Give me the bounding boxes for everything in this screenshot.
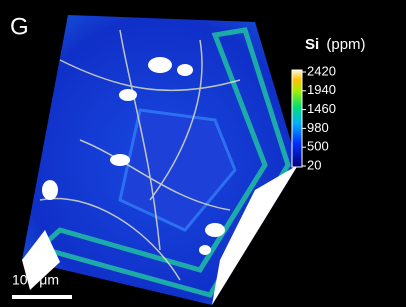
colorbar-title: Si (ppm) [305, 36, 366, 53]
scale-bar-label: 100 μm [12, 272, 59, 288]
tick-label: 500 [307, 139, 329, 154]
tick-label: 1940 [307, 82, 336, 97]
panel-label: G [10, 13, 29, 40]
tick-label: 2420 [307, 63, 336, 78]
colorbar [292, 70, 302, 167]
tick-label: 980 [307, 120, 329, 135]
micrograph: G Si (ppm) 2420 1940 1460 980 500 20 100 μm [0, 0, 406, 307]
element-label: Si [305, 36, 319, 53]
tick-label: 20 [307, 157, 321, 172]
unit-label: (ppm) [326, 36, 365, 53]
tick-label: 1460 [307, 101, 336, 116]
